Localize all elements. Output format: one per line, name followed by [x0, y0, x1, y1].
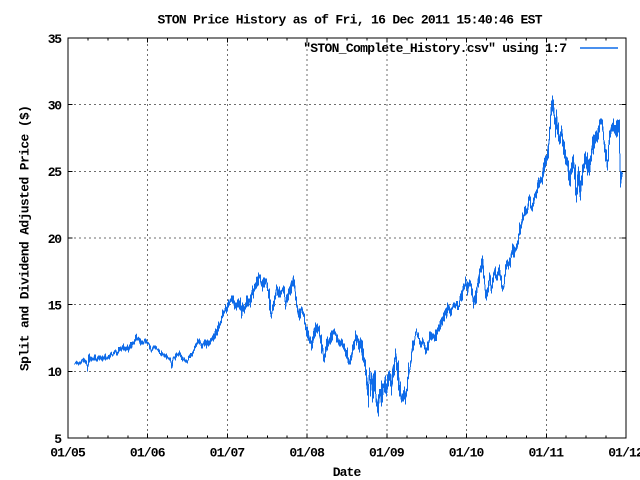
svg-text:30: 30 — [48, 98, 62, 113]
svg-text:"STON_Complete_History.csv" us: "STON_Complete_History.csv" using 1:7 — [303, 41, 567, 56]
svg-text:25: 25 — [48, 165, 62, 180]
svg-text:01/09: 01/09 — [369, 445, 405, 460]
svg-text:01/10: 01/10 — [449, 445, 485, 460]
svg-text:20: 20 — [48, 232, 62, 247]
svg-text:STON Price History as of Fri,: STON Price History as of Fri, 16 Dec 201… — [158, 12, 543, 27]
svg-text:01/05: 01/05 — [50, 445, 86, 460]
svg-text:35: 35 — [48, 32, 62, 47]
svg-text:01/06: 01/06 — [130, 445, 166, 460]
svg-text:Split and Dividend Adjusted Pr: Split and Dividend Adjusted Price ($) — [17, 105, 32, 371]
svg-text:01/07: 01/07 — [210, 445, 246, 460]
svg-text:Date: Date — [333, 465, 362, 480]
svg-text:01/11: 01/11 — [528, 445, 564, 460]
svg-text:15: 15 — [48, 298, 62, 313]
svg-text:5: 5 — [54, 432, 62, 447]
svg-text:01/12: 01/12 — [608, 445, 640, 460]
svg-text:10: 10 — [48, 365, 62, 380]
svg-text:01/08: 01/08 — [289, 445, 325, 460]
